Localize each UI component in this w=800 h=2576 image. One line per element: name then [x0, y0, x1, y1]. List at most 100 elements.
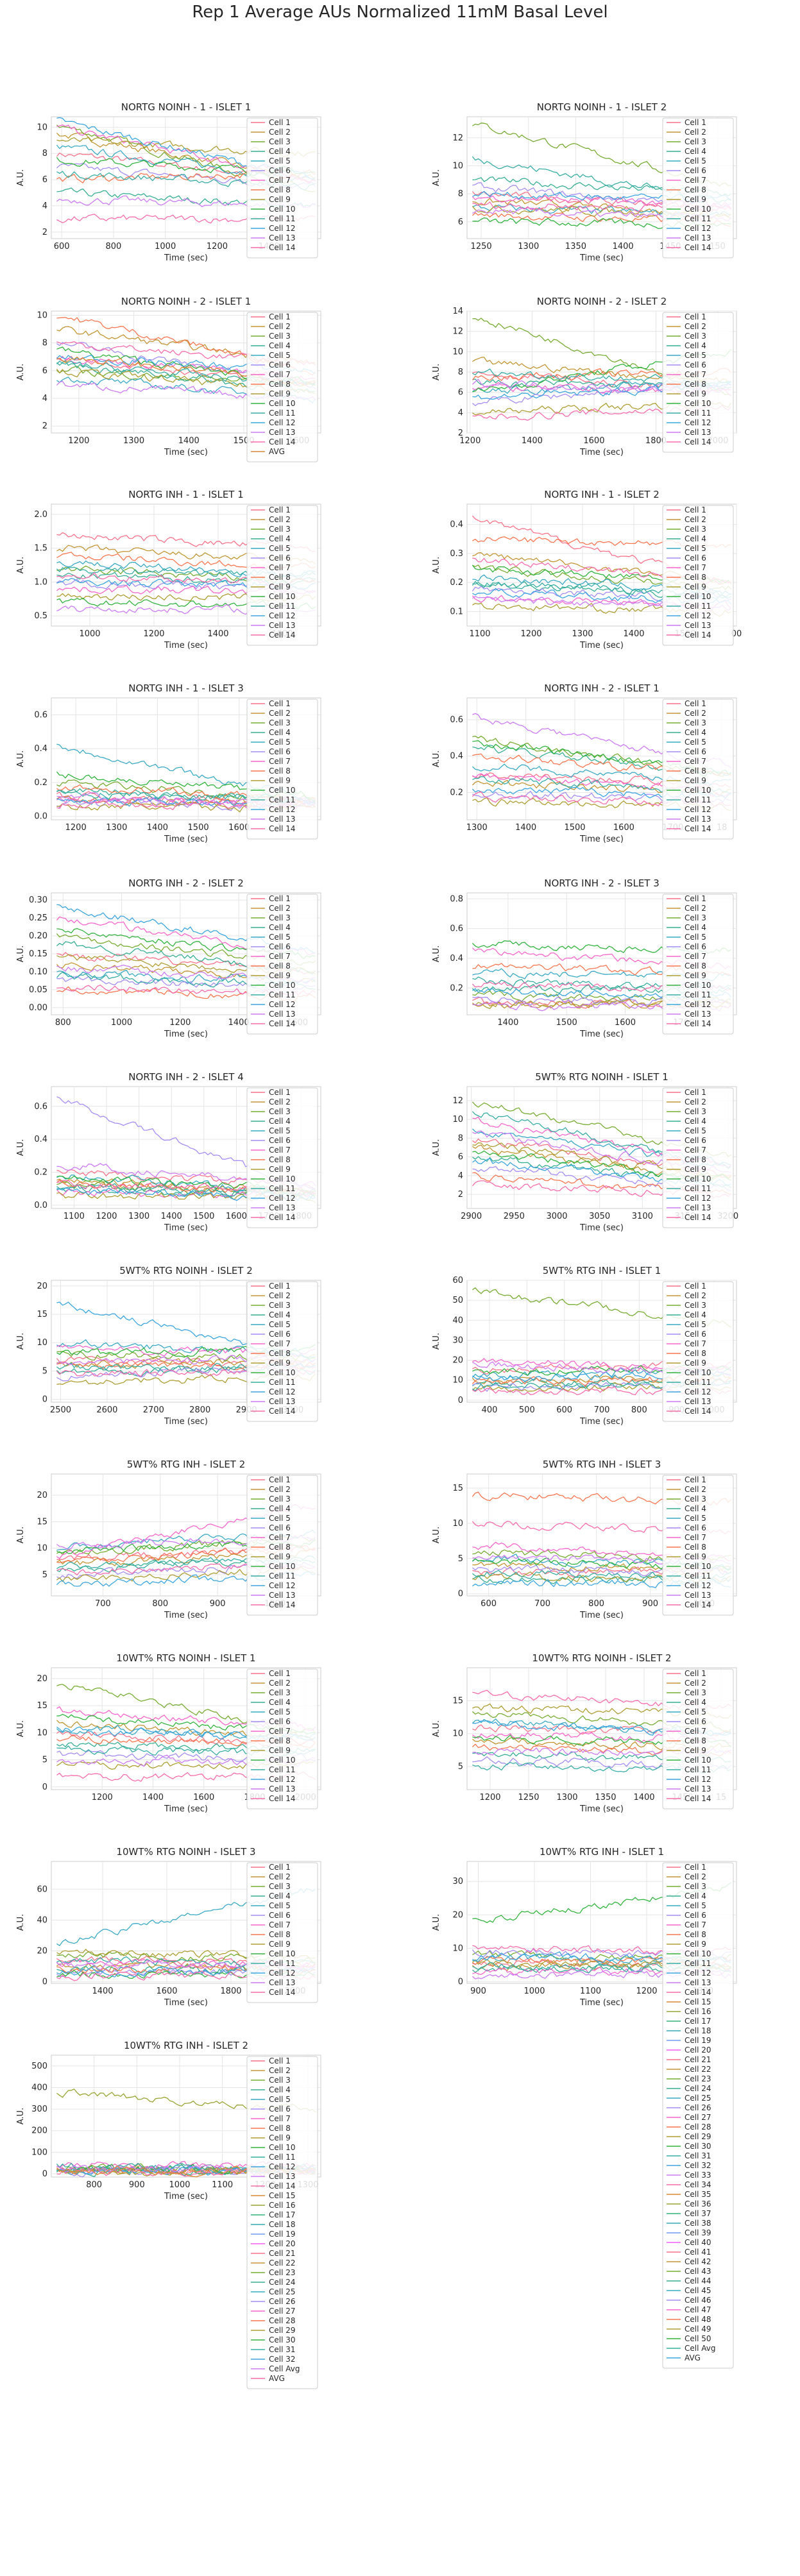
legend-label: Cell 8 [269, 380, 291, 389]
y-tick-label: 12 [452, 327, 463, 337]
legend-label: Cell 14 [685, 437, 711, 446]
y-tick-label: 0.8 [450, 894, 463, 904]
y-tick-label: 2 [458, 1190, 463, 1199]
legend-label: Cell 9 [685, 389, 706, 398]
legend-label: Cell 4 [685, 1892, 706, 1901]
legend-label: Cell 1 [685, 1282, 706, 1291]
legend-label: Cell 44 [685, 2276, 711, 2285]
legend-box [662, 699, 734, 840]
legend-label: Cell 14 [269, 1407, 296, 1416]
x-tick-label: 1250 [471, 242, 492, 251]
y-tick-label: 200 [31, 2126, 47, 2136]
legend-label: Cell 6 [685, 1523, 706, 1532]
y-tick-label: 1.5 [34, 544, 47, 554]
subplot-title: NORTG INH - 2 - ISLET 2 [128, 877, 244, 889]
legend-label: Cell 11 [269, 1959, 296, 1968]
x-tick-label: 1400 [207, 629, 228, 639]
y-tick-label: 15 [452, 1484, 463, 1493]
x-tick-label: 1600 [615, 1018, 636, 1028]
legend-label: Cell 12 [685, 418, 711, 427]
legend-label: Cell 5 [269, 351, 291, 360]
legend-label: Cell 4 [269, 341, 291, 350]
legend-label: Cell 2 [269, 1097, 291, 1106]
y-tick-label: 15 [37, 1701, 47, 1711]
y-tick-label: 60 [452, 1276, 463, 1285]
y-tick-label: 2.0 [34, 510, 47, 520]
legend-label: Cell 13 [685, 815, 711, 824]
legend-label: Cell 11 [685, 1765, 711, 1774]
legend-label: Cell 12 [269, 805, 296, 814]
legend-label: Cell 22 [269, 2258, 296, 2267]
legend-label: Cell 10 [269, 1756, 296, 1765]
legend-label: Cell 4 [685, 147, 706, 156]
x-tick-label: 800 [86, 2180, 102, 2190]
y-tick-label: 0.2 [450, 983, 463, 993]
y-tick-label: 0.3 [450, 549, 463, 559]
legend-label: Cell 11 [269, 409, 296, 418]
y-axis-label: A.U. [16, 2108, 26, 2124]
x-tick-label: 1000 [79, 629, 100, 639]
subplot: 250026002700280029003000051015205WT% RTG… [16, 1265, 321, 1427]
legend-label: Cell 14 [269, 437, 296, 446]
y-axis-label: A.U. [16, 1333, 26, 1350]
x-tick-label: 1400 [161, 1212, 182, 1221]
subplot: 8009001000110012001300010020030040050010… [16, 2040, 321, 2389]
legend-box [246, 2056, 318, 2389]
x-tick-label: 1000 [169, 2180, 190, 2190]
y-axis-label: A.U. [16, 750, 26, 767]
legend-label: Cell 14 [685, 1407, 711, 1416]
legend-label: Cell 6 [269, 2105, 291, 2114]
x-tick-label: 900 [210, 1599, 226, 1609]
subplot-title: NORTG NOINH - 1 - ISLET 1 [121, 101, 251, 113]
legend-label: Cell 9 [269, 1746, 291, 1755]
x-tick-label: 1600 [228, 823, 250, 833]
legend-label: Cell 24 [685, 2084, 711, 2093]
legend-label: Cell 8 [269, 1155, 291, 1164]
x-tick-label: 2500 [50, 1405, 71, 1415]
subplot: 120012501300135014001450155101510WT% RTG… [432, 1652, 737, 1814]
legend-label: Cell 5 [269, 544, 291, 553]
x-tick-label: 1200 [207, 242, 228, 251]
legend-box [662, 1668, 734, 1809]
legend-label: Cell 7 [269, 176, 291, 185]
legend-label: Cell Avg [269, 2364, 300, 2373]
legend-label: Cell 14 [685, 243, 711, 252]
legend-box [662, 1475, 734, 1616]
legend-label: Cell 23 [685, 2074, 711, 2083]
legend-label: Cell 7 [685, 176, 706, 185]
legend-label: Cell 42 [685, 2257, 711, 2266]
legend-label: Cell 13 [269, 233, 296, 242]
legend-label: Cell 10 [269, 1174, 296, 1183]
legend-label: Cell 41 [685, 2248, 711, 2257]
y-tick-label: 10 [37, 123, 47, 132]
y-tick-label: 10 [37, 1544, 47, 1554]
legend-label: Cell 15 [685, 1997, 711, 2006]
legend-label: Cell 27 [685, 2113, 711, 2122]
x-axis-label: Time (sec) [164, 1611, 208, 1620]
y-tick-label: 12 [452, 1096, 463, 1106]
legend-label: Cell 14 [269, 1988, 296, 1997]
x-axis-label: Time (sec) [579, 1998, 624, 2008]
legend-label: Cell 3 [685, 1688, 706, 1697]
legend-label: Cell 7 [685, 1920, 706, 1929]
legend-label: Cell 5 [685, 544, 706, 553]
legend-label: Cell 5 [685, 1320, 706, 1329]
legend-label: Cell 7 [269, 563, 291, 572]
legend-label: Cell 12 [685, 1581, 711, 1590]
legend-label: Cell 5 [269, 1320, 291, 1329]
legend-label: Cell 10 [269, 786, 296, 795]
legend-label: Cell 12 [685, 1194, 711, 1203]
legend-box [246, 1668, 318, 1809]
legend-label: Cell 6 [269, 166, 291, 175]
legend-label: Cell 6 [685, 942, 706, 951]
legend-label: Cell 13 [685, 1978, 711, 1987]
x-tick-label: 2700 [143, 1405, 164, 1415]
legend-label: Cell 4 [685, 1698, 706, 1707]
legend-label: Cell 11 [685, 1184, 711, 1193]
legend-box [246, 117, 318, 258]
legend-label: Cell 4 [269, 1698, 291, 1707]
legend-label: Cell 6 [685, 1330, 706, 1339]
legend-label: Cell 24 [269, 2278, 296, 2287]
